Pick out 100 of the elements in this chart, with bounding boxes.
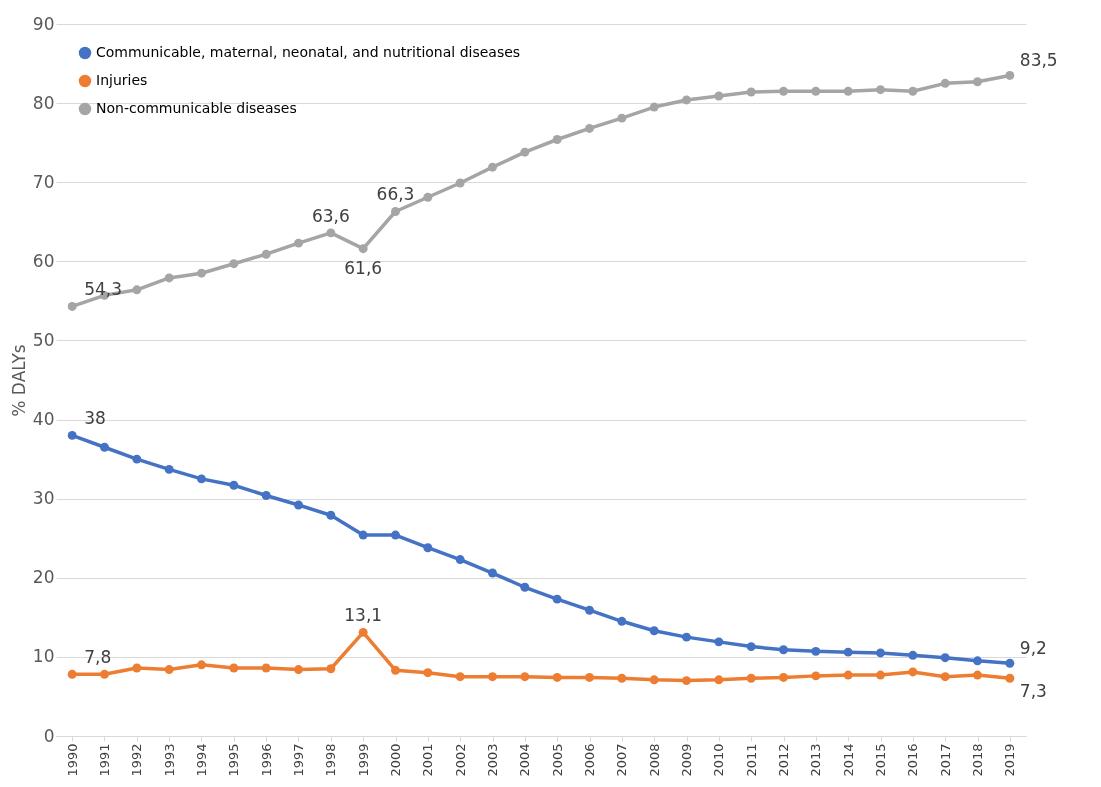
point <box>164 665 174 675</box>
point <box>488 568 497 578</box>
y-tick-label: 30 <box>32 488 55 509</box>
point <box>455 178 465 188</box>
point <box>197 268 206 278</box>
x-tick-label: 1991 <box>97 743 112 777</box>
point <box>811 671 821 681</box>
point <box>197 660 206 670</box>
y-tick-label: 10 <box>32 646 55 667</box>
x-tick-label: 2015 <box>873 743 888 777</box>
data-label: 54,3 <box>84 279 123 300</box>
point <box>520 147 530 157</box>
point <box>67 669 77 679</box>
point <box>746 673 756 683</box>
point <box>358 244 368 254</box>
point <box>358 530 368 540</box>
point <box>843 86 853 96</box>
x-tick-label: 1990 <box>64 743 80 777</box>
x-tick-label: 2019 <box>1002 743 1018 777</box>
point <box>973 670 982 680</box>
x-tick-label: 2003 <box>485 743 500 777</box>
point <box>423 192 433 202</box>
data-label: 7,8 <box>84 647 112 668</box>
point <box>811 86 821 96</box>
x-tick-label: 2012 <box>776 743 791 777</box>
x-tick-label: 1994 <box>194 743 209 777</box>
point <box>294 238 303 248</box>
point <box>67 301 77 311</box>
y-tick-label: 40 <box>32 409 55 430</box>
x-tick-label: 2014 <box>840 743 856 777</box>
point <box>100 442 109 452</box>
point <box>714 675 724 685</box>
point <box>326 228 336 238</box>
point <box>391 665 400 675</box>
point <box>682 95 691 105</box>
point <box>261 249 271 259</box>
point <box>164 464 174 474</box>
point <box>229 663 239 673</box>
point <box>326 510 336 520</box>
legend-label: Injuries <box>96 72 148 88</box>
point <box>197 474 206 484</box>
data-label: 13,1 <box>344 605 383 626</box>
y-tick-label: 20 <box>32 567 55 588</box>
point <box>649 675 659 685</box>
point <box>358 627 368 637</box>
point <box>746 87 756 97</box>
point <box>552 594 562 604</box>
point <box>714 637 724 647</box>
y-tick-label: 50 <box>32 329 55 350</box>
x-tick-label: 2017 <box>937 743 953 777</box>
point <box>1005 673 1015 683</box>
x-tick-label: 1996 <box>258 743 274 777</box>
point <box>423 668 433 678</box>
x-tick-label: 2007 <box>614 743 630 777</box>
point <box>843 670 853 680</box>
y-tick-label: 70 <box>32 171 55 192</box>
x-tick-label: 1997 <box>291 743 306 777</box>
x-tick-label: 2002 <box>452 743 468 777</box>
point <box>940 78 950 88</box>
point <box>294 665 303 675</box>
point <box>100 669 109 679</box>
x-tick-label: 2009 <box>679 743 694 777</box>
point <box>779 672 788 682</box>
data-label: 61,6 <box>344 257 383 278</box>
point <box>164 273 174 283</box>
point <box>552 672 562 682</box>
point <box>649 102 659 112</box>
point <box>1005 658 1015 668</box>
x-tick-label: 2008 <box>646 743 662 777</box>
x-tick-label: 2006 <box>582 743 597 777</box>
point <box>714 91 724 101</box>
x-tick-label: 2000 <box>388 743 403 777</box>
point <box>811 646 821 656</box>
point <box>682 676 691 686</box>
point <box>520 582 530 592</box>
x-tick-label: 1995 <box>226 743 242 777</box>
point <box>908 650 918 660</box>
x-tick-label: 2005 <box>549 743 565 777</box>
point <box>488 162 497 172</box>
point <box>617 673 627 683</box>
point <box>876 648 885 658</box>
point <box>617 616 627 626</box>
point <box>132 285 142 295</box>
x-tick-label: 2013 <box>808 743 824 777</box>
point <box>876 670 885 680</box>
point <box>585 605 594 615</box>
point <box>585 123 594 133</box>
point <box>940 672 950 682</box>
data-label: 9,2 <box>1019 638 1047 659</box>
x-tick-label: 1999 <box>355 743 371 777</box>
x-tick-label: 2004 <box>517 743 533 777</box>
point <box>488 672 497 682</box>
point <box>1005 70 1015 80</box>
point <box>294 500 303 510</box>
point <box>552 135 562 144</box>
point <box>67 430 77 440</box>
data-label: 66,3 <box>376 184 415 205</box>
point <box>746 642 756 652</box>
x-tick-label: 1992 <box>129 743 145 777</box>
y-tick-label: 60 <box>32 250 55 271</box>
